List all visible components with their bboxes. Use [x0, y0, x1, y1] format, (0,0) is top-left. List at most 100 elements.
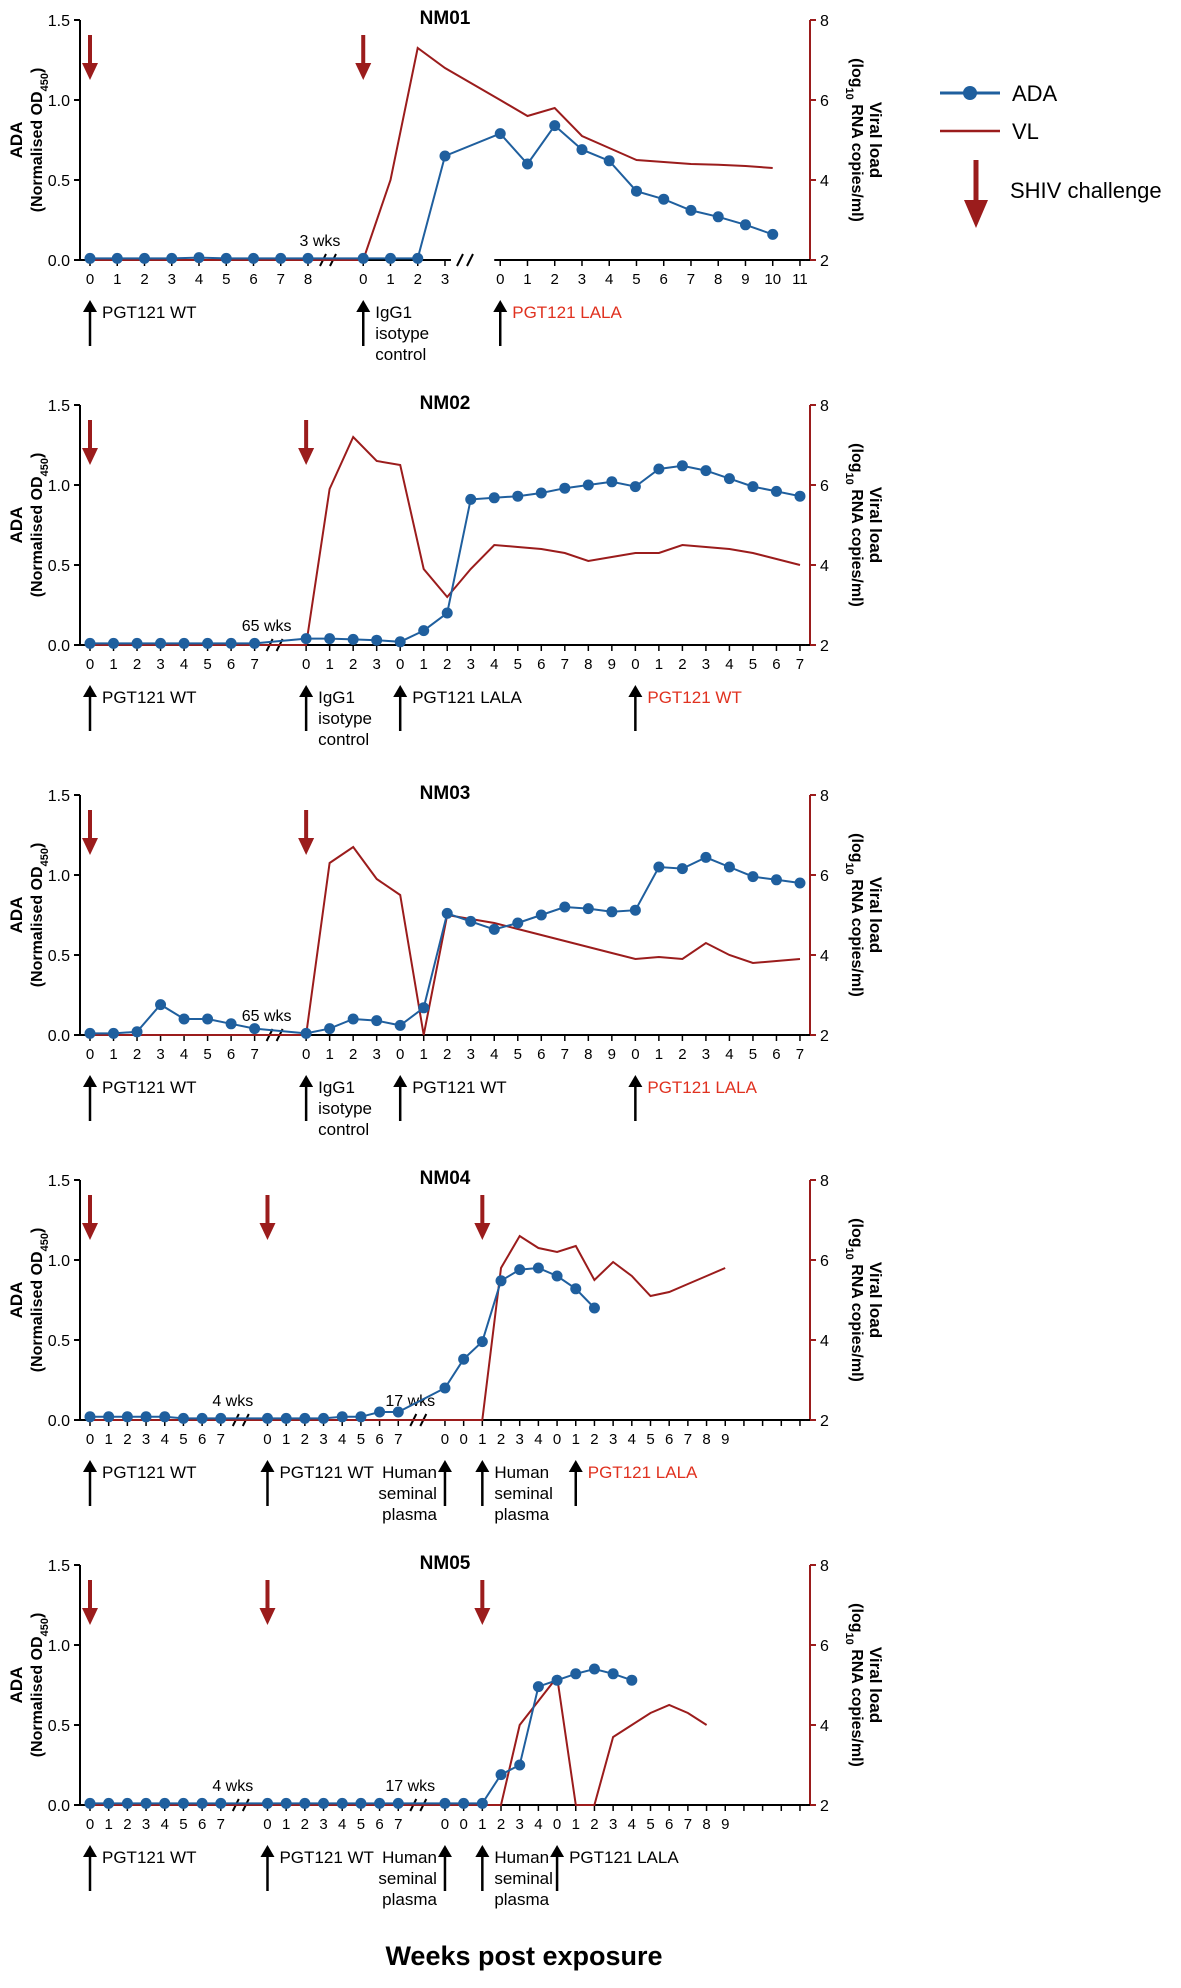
right-axis-title: Viral load — [866, 1647, 885, 1723]
panel-title: NM05 — [420, 1553, 471, 1574]
ada-data-point — [458, 1353, 470, 1365]
ada-data-point — [588, 1302, 600, 1314]
ada-series-line — [90, 1266, 596, 1420]
treatment-label: plasma — [494, 1505, 549, 1524]
treatment-arrow-icon — [299, 685, 314, 731]
arrow-head — [83, 1075, 97, 1087]
x-tick-label: 7 — [796, 1046, 804, 1063]
legend-vl-label: VL — [1012, 119, 1039, 144]
x-tick-label: 3 — [373, 656, 381, 673]
right-tick-label: 6 — [820, 478, 829, 495]
gap-label: 4 wks — [212, 1393, 253, 1410]
x-tick-label: 3 — [467, 656, 475, 673]
ada-data-point — [488, 492, 500, 504]
x-tick-label: 5 — [514, 1046, 522, 1063]
ada-data-point — [84, 1027, 96, 1039]
ada-data-point — [629, 481, 641, 493]
ada-data-point — [249, 637, 261, 649]
arrow-head — [493, 300, 508, 312]
ada-data-point — [559, 482, 571, 494]
x-tick-label: 1 — [282, 1431, 290, 1448]
x-tick-label: 2 — [497, 1816, 505, 1833]
right-axis-subtitle: (log10 RNA copies/ml) — [843, 443, 865, 607]
x-tick-label: 6 — [665, 1431, 673, 1448]
x-tick-label: 5 — [179, 1431, 187, 1448]
x-tick-label: 9 — [721, 1431, 729, 1448]
left-tick-label: 0.0 — [48, 253, 70, 270]
panel-title: NM04 — [420, 1168, 471, 1189]
x-tick-label: 4 — [161, 1431, 169, 1448]
x-tick-label: 1 — [386, 271, 394, 288]
ada-data-point — [439, 1382, 451, 1394]
x-tick-label: 6 — [249, 271, 257, 288]
ada-data-point — [465, 915, 477, 927]
treatment-label: plasma — [382, 1890, 437, 1909]
x-tick-label: 8 — [714, 271, 722, 288]
right-axis-title: Viral load — [866, 102, 885, 178]
ada-data-point — [549, 120, 561, 132]
treatment-label: PGT121 WT — [102, 1463, 196, 1482]
ada-data-point — [300, 633, 312, 645]
gap-label: 65 wks — [242, 618, 292, 635]
x-tick-label: 3 — [373, 1046, 381, 1063]
ada-data-point — [178, 637, 190, 649]
arrow-head — [299, 1075, 314, 1087]
arrow-head — [259, 1223, 276, 1240]
x-tick-label: 0 — [396, 1046, 404, 1063]
arrow-head — [83, 1845, 97, 1857]
ada-data-point — [392, 1406, 404, 1418]
x-tick-label: 1 — [655, 656, 663, 673]
treatment-label: plasma — [382, 1505, 437, 1524]
ada-data-point — [202, 637, 214, 649]
treatment-arrow-icon — [393, 1075, 408, 1121]
treatment-label: PGT121 WT — [279, 1848, 373, 1867]
shiv-challenge-arrow-icon — [82, 35, 98, 80]
x-tick-label: 4 — [490, 1046, 498, 1063]
x-tick-label: 10 — [764, 271, 781, 288]
treatment-label: seminal — [494, 1869, 553, 1888]
treatment-label: plasma — [494, 1890, 549, 1909]
treatment-label: PGT121 WT — [279, 1463, 373, 1482]
x-tick-label: 7 — [561, 1046, 569, 1063]
arrow-head — [83, 1460, 97, 1472]
treatment-arrow-icon — [493, 300, 508, 346]
x-tick-label: 0 — [553, 1816, 561, 1833]
x-tick-label: 0 — [263, 1431, 271, 1448]
ada-data-point — [535, 487, 547, 499]
treatment-label: control — [318, 1120, 369, 1139]
x-tick-label: 0 — [631, 1046, 639, 1063]
arrow-head — [474, 1608, 491, 1625]
x-tick-label: 9 — [721, 1816, 729, 1833]
right-tick-label: 4 — [820, 558, 829, 575]
x-tick-label: 8 — [702, 1431, 710, 1448]
x-tick-label: 5 — [222, 271, 230, 288]
x-tick-label: 6 — [665, 1816, 673, 1833]
axis-break — [466, 253, 474, 267]
treatment-arrow-icon — [437, 1460, 452, 1506]
ada-data-point — [476, 1797, 488, 1809]
x-tick-label: 4 — [180, 656, 188, 673]
ada-data-point — [770, 874, 782, 886]
ada-data-point — [551, 1674, 563, 1686]
x-tick-label: 3 — [156, 656, 164, 673]
ada-data-point — [261, 1412, 273, 1424]
x-tick-label: 0 — [86, 271, 94, 288]
right-tick-label: 8 — [820, 13, 829, 30]
x-axis-title: Weeks post exposure — [385, 1941, 662, 1971]
x-tick-label: 6 — [772, 656, 780, 673]
ada-data-point — [202, 1013, 214, 1025]
ada-data-point — [140, 1411, 152, 1423]
ada-data-point — [570, 1283, 582, 1295]
ada-data-point — [275, 252, 287, 264]
vl-series-line — [90, 46, 773, 261]
left-tick-label: 0.0 — [48, 1413, 70, 1430]
ada-data-point — [603, 155, 615, 167]
shiv-challenge-arrow-icon — [298, 810, 315, 855]
left-tick-label: 0.0 — [48, 1798, 70, 1815]
ada-data-point — [302, 252, 314, 264]
treatment-arrow-icon — [356, 300, 371, 346]
ada-series-line — [90, 124, 774, 260]
ada-data-point — [159, 1411, 171, 1423]
arrow-head — [260, 1845, 275, 1857]
